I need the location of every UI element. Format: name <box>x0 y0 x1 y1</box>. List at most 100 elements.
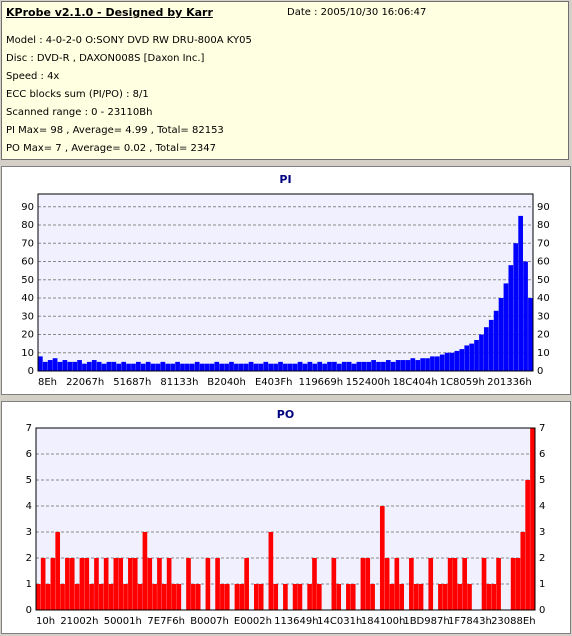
pi-bar <box>52 358 58 371</box>
pi-bar <box>155 363 161 371</box>
pi-ytick-left: 10 <box>21 348 34 359</box>
po-bar <box>171 584 177 610</box>
po-bar <box>50 558 56 610</box>
pi-plot-border <box>37 193 534 372</box>
po-bar <box>103 558 109 610</box>
pi-bar <box>229 361 234 371</box>
po-xtick: 1BD987h <box>403 616 449 627</box>
pi-ytick-right: 90 <box>537 202 550 213</box>
po-bar <box>350 584 356 610</box>
po-bar <box>98 584 104 610</box>
pi-bar <box>106 361 112 371</box>
pi-ytick-left: 20 <box>21 330 34 341</box>
po-chart-title: PO <box>277 408 294 421</box>
pi-bar <box>336 363 342 371</box>
po-bar <box>283 584 288 610</box>
po-bar <box>442 584 448 610</box>
po-bar <box>224 584 230 610</box>
pi-bar <box>243 363 249 371</box>
po-ytick-left: 3 <box>26 527 32 538</box>
pi-bar <box>248 361 254 371</box>
pi-bar <box>214 361 220 371</box>
pi-bar <box>140 363 146 371</box>
po-bar <box>45 584 51 610</box>
po-xtick: 7E7F6h <box>147 616 185 627</box>
po-bar <box>176 584 182 610</box>
pi-bar <box>278 361 283 371</box>
pi-bar <box>185 363 190 371</box>
pi-bar <box>459 349 465 371</box>
pi-bar <box>513 243 519 371</box>
po-bar <box>360 558 366 610</box>
pi-bar <box>317 361 323 371</box>
po-bar <box>94 558 99 610</box>
pi-bar <box>415 360 421 371</box>
po-bar <box>244 558 249 610</box>
po-bar <box>467 584 472 610</box>
po-bar <box>316 584 322 610</box>
pi-bar <box>170 363 176 371</box>
po-bar <box>79 558 85 610</box>
pi-bar <box>263 361 269 371</box>
ecc-line: ECC blocks sum (PI/PO) : 8/1 <box>6 89 149 100</box>
pi-bar <box>508 265 514 371</box>
pi-bar <box>474 339 479 371</box>
pi-bar <box>376 361 381 371</box>
app-title: KProbe v2.1.0 - Designed by Karr <box>6 6 213 19</box>
info-panel: KProbe v2.1.0 - Designed by Karr Date : … <box>1 1 569 160</box>
po-bar <box>447 558 453 610</box>
po-bar <box>520 532 526 610</box>
po-bar <box>379 506 385 610</box>
pi-bar <box>322 363 327 371</box>
pi-bar <box>439 354 445 371</box>
po-ytick-right: 2 <box>539 553 545 564</box>
pi-bar <box>341 361 347 371</box>
pi-bar <box>346 361 352 371</box>
pi-bar <box>42 361 48 371</box>
pi-ytick-right: 60 <box>537 257 550 268</box>
pi-ytick-left: 80 <box>21 220 34 231</box>
po-xtick: 50001h <box>104 616 142 627</box>
po-stats-line: PO Max= 7 , Average= 0.02 , Total= 2347 <box>6 143 216 154</box>
pi-bar <box>87 361 92 371</box>
pi-bar <box>366 361 372 371</box>
pi-bar <box>234 363 239 371</box>
pi-bar <box>62 360 68 371</box>
po-bar <box>239 584 245 610</box>
po-bar <box>292 584 298 610</box>
pi-bar <box>493 310 499 371</box>
pi-bar <box>518 215 523 371</box>
pi-bar <box>199 363 205 371</box>
po-bar <box>413 584 419 610</box>
pi-bar <box>77 360 82 371</box>
disc-line: Disc : DVD-R , DAXON008S [Daxon Inc.] <box>6 53 205 64</box>
po-xtick: 113649h <box>274 616 319 627</box>
po-bar <box>84 558 90 610</box>
pi-stats-line: PI Max= 98 , Average= 4.99 , Total= 8215… <box>6 125 224 136</box>
po-chart: PO 0 0 1 1 2 2 3 3 4 4 5 5 6 6 7 7 10h 21002h 50001h 7E7F6h B… <box>26 408 546 627</box>
pi-bar <box>116 363 122 371</box>
po-ytick-right: 0 <box>539 605 545 616</box>
po-bar <box>215 558 220 610</box>
pi-bar <box>219 363 225 371</box>
pi-ytick-left: 40 <box>21 293 34 304</box>
pi-bar <box>82 363 87 371</box>
po-bar <box>161 584 167 610</box>
po-ytick-left: 5 <box>26 475 32 486</box>
pi-bar <box>180 363 185 371</box>
po-bar <box>438 584 443 610</box>
pi-bar <box>258 363 264 371</box>
pi-ytick-left: 70 <box>21 238 34 249</box>
po-bar <box>205 558 211 610</box>
pi-bar <box>400 360 406 371</box>
pi-bar <box>332 361 337 371</box>
po-ytick-right: 7 <box>539 423 545 434</box>
pi-bar <box>238 363 244 371</box>
pi-bar <box>488 319 494 371</box>
po-xtick: 21002h <box>60 616 98 627</box>
pi-ytick-right: 40 <box>537 293 550 304</box>
po-bar <box>496 558 501 610</box>
pi-bar <box>454 350 460 371</box>
model-line: Model : 4-0-2-0 O:SONY DVD RW DRU-800A K… <box>6 35 252 46</box>
po-bar <box>137 584 143 610</box>
